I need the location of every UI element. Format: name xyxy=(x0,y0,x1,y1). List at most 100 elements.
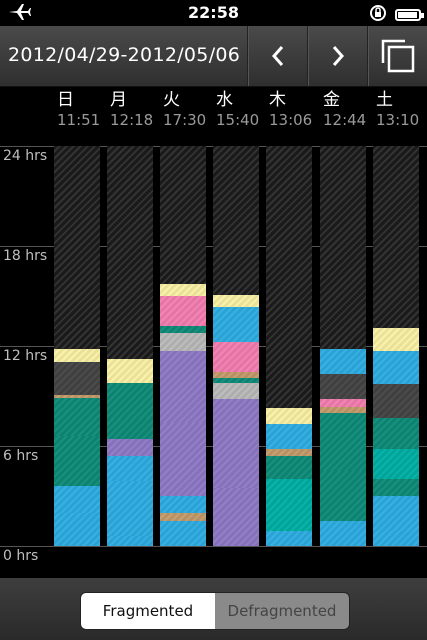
day-total-time: 11:51 xyxy=(57,111,101,129)
activity-segment[interactable] xyxy=(160,521,206,546)
activity-segment[interactable] xyxy=(107,359,153,383)
activity-segment[interactable] xyxy=(266,531,312,546)
airplane-icon xyxy=(8,3,32,25)
activity-segment[interactable] xyxy=(160,332,206,352)
activity-segment[interactable] xyxy=(266,424,312,450)
activity-segment[interactable] xyxy=(160,296,206,326)
status-time: 22:58 xyxy=(188,3,239,22)
activity-segment[interactable] xyxy=(373,417,419,450)
activity-segment[interactable] xyxy=(213,341,259,372)
activity-segment[interactable] xyxy=(54,395,100,398)
day-label: 日 xyxy=(57,90,74,110)
day-total-time: 13:10 xyxy=(376,111,420,129)
day-label: 土 xyxy=(376,90,393,110)
activity-segment[interactable] xyxy=(266,407,312,425)
activity-segment[interactable] xyxy=(266,501,312,531)
day-total-time: 12:44 xyxy=(323,111,367,129)
activity-segment[interactable] xyxy=(320,406,366,413)
activity-segment[interactable] xyxy=(160,422,206,497)
activity-segment[interactable] xyxy=(107,536,153,546)
day-header: 日 11:51 xyxy=(54,90,110,130)
activity-segment[interactable] xyxy=(160,326,206,333)
day-label: 木 xyxy=(269,90,286,110)
activity-segment[interactable] xyxy=(373,351,419,385)
day-column[interactable] xyxy=(373,146,419,546)
grid-line xyxy=(0,546,427,547)
activity-segment[interactable] xyxy=(213,371,259,378)
view-mode-segmented-control: Fragmented Defragmented xyxy=(80,592,350,630)
activity-segment[interactable] xyxy=(266,479,312,501)
day-label: 月 xyxy=(110,90,127,110)
activity-segment[interactable] xyxy=(320,348,366,374)
day-total-time: 17:30 xyxy=(163,111,207,129)
activity-segment[interactable] xyxy=(320,412,366,472)
day-header: 月 12:18 xyxy=(107,90,163,130)
activity-segment[interactable] xyxy=(54,397,100,437)
toolbar: 2012/04/29-2012/05/06 xyxy=(0,26,427,87)
chevron-right-icon xyxy=(332,46,345,66)
day-header: 土 13:10 xyxy=(373,90,427,130)
day-header: 火 17:30 xyxy=(160,90,216,130)
activity-segment[interactable] xyxy=(373,449,419,480)
activity-segment[interactable] xyxy=(373,327,419,352)
weekly-chart: 24 hrs 18 hrs 12 hrs 6 hrs 0 hrs xyxy=(0,146,427,578)
activity-segment[interactable] xyxy=(320,521,366,546)
activity-segment[interactable] xyxy=(213,295,259,307)
day-headers: 日 11:51 月 12:18 火 17:30 水 15:40 木 13:06 金 12:44 土 13:… xyxy=(0,86,427,146)
activity-segment[interactable] xyxy=(54,486,100,513)
bottom-bar: Fragmented Defragmented xyxy=(0,578,427,640)
activity-segment[interactable] xyxy=(213,487,259,546)
activity-segment[interactable] xyxy=(107,382,153,420)
activity-segment[interactable] xyxy=(107,439,153,456)
activity-segment[interactable] xyxy=(373,384,419,418)
copy-icon xyxy=(381,39,415,73)
activity-segment[interactable] xyxy=(266,449,312,456)
activity-segment[interactable] xyxy=(373,496,419,531)
activity-segment[interactable] xyxy=(160,512,206,522)
activity-segment[interactable] xyxy=(54,361,100,396)
activity-segment[interactable] xyxy=(54,512,100,546)
y-axis-label: 6 hrs xyxy=(3,448,39,464)
y-axis-label: 0 hrs xyxy=(3,548,39,564)
activity-segment[interactable] xyxy=(107,456,153,481)
activity-segment[interactable] xyxy=(213,399,259,488)
status-bar: 22:58 xyxy=(0,0,427,26)
activity-segment[interactable] xyxy=(160,496,206,513)
fragmented-tab[interactable]: Fragmented xyxy=(81,593,215,629)
activity-segment[interactable] xyxy=(54,436,100,486)
activity-segment[interactable] xyxy=(213,382,259,400)
rotation-lock-icon xyxy=(369,4,387,26)
battery-icon xyxy=(395,9,424,21)
activity-segment[interactable] xyxy=(107,481,153,536)
activity-segment[interactable] xyxy=(320,398,366,408)
day-column[interactable] xyxy=(266,146,312,546)
previous-week-button[interactable] xyxy=(247,26,308,86)
y-axis-label: 12 hrs xyxy=(3,348,48,364)
activity-segment[interactable] xyxy=(107,419,153,440)
day-column[interactable] xyxy=(54,146,100,546)
activity-segment[interactable] xyxy=(320,373,366,399)
defragmented-tab[interactable]: Defragmented xyxy=(215,593,349,629)
activity-segment[interactable] xyxy=(213,377,259,383)
copy-button[interactable] xyxy=(367,26,427,86)
day-column[interactable] xyxy=(320,146,366,546)
activity-segment[interactable] xyxy=(160,351,206,423)
activity-segment[interactable] xyxy=(160,284,206,296)
y-axis-label: 18 hrs xyxy=(3,248,48,264)
day-column[interactable] xyxy=(213,146,259,546)
activity-segment[interactable] xyxy=(54,349,100,362)
activity-segment[interactable] xyxy=(373,479,419,496)
activity-segment[interactable] xyxy=(320,471,366,521)
day-total-time: 15:40 xyxy=(216,111,260,129)
activity-segment[interactable] xyxy=(266,456,312,480)
day-total-time: 12:18 xyxy=(110,111,154,129)
activity-segment[interactable] xyxy=(213,306,259,342)
next-week-button[interactable] xyxy=(307,26,368,86)
day-header: 木 13:06 xyxy=(266,90,322,130)
y-axis-label: 24 hrs xyxy=(3,148,48,164)
activity-segment[interactable] xyxy=(373,531,419,546)
day-label: 金 xyxy=(323,90,340,110)
date-range-title: 2012/04/29-2012/05/06 xyxy=(8,44,241,66)
day-column[interactable] xyxy=(160,146,206,546)
day-column[interactable] xyxy=(107,146,153,546)
